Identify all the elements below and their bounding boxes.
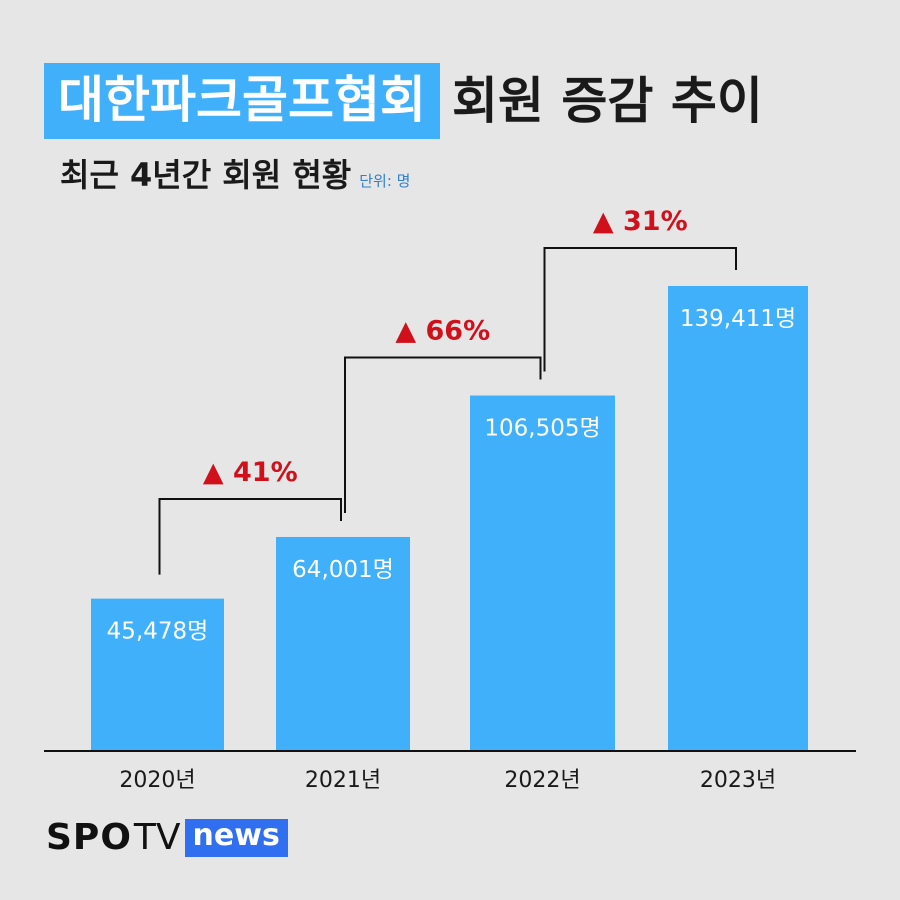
change-label-1: ▲ 66% (395, 316, 490, 347)
bar-1 (276, 536, 410, 750)
data-label-2: 106,505명 (484, 416, 600, 442)
bar-2 (470, 395, 615, 750)
data-label-3: 139,411명 (680, 306, 796, 332)
data-label-0: 45,478명 (107, 619, 209, 645)
x-tick-label-1: 2021년 (305, 768, 381, 793)
chart-title: 대한파크골프협회 회원 증감 추이 (44, 62, 763, 140)
spotv-news-logo: SPO TV news (46, 818, 288, 858)
x-tick-label-3: 2023년 (700, 768, 776, 793)
unit-label: 단위: 명 (359, 172, 411, 190)
change-bracket-0 (158, 497, 342, 575)
x-tick-label-2: 2022년 (504, 768, 580, 793)
bar-3 (668, 286, 808, 750)
data-label-1: 64,001명 (292, 557, 394, 583)
title-highlight: 대한파크골프협회 (44, 63, 440, 139)
logo-news: news (184, 819, 288, 857)
logo-spo: SPO (46, 817, 132, 858)
change-bracket-2 (543, 247, 737, 372)
change-label-0: ▲ 41% (203, 457, 298, 488)
change-label-2: ▲ 31% (593, 206, 688, 237)
change-bracket-1 (344, 356, 542, 513)
subtitle-row: 최근 4년간 회원 현황 단위: 명 (60, 150, 410, 196)
logo-tv: TV (133, 817, 181, 858)
chart-subtitle: 최근 4년간 회원 현황 (60, 156, 352, 194)
title-rest: 회원 증감 추이 (452, 72, 763, 130)
bar-0 (91, 598, 224, 750)
x-tick-label-0: 2020년 (119, 768, 195, 793)
